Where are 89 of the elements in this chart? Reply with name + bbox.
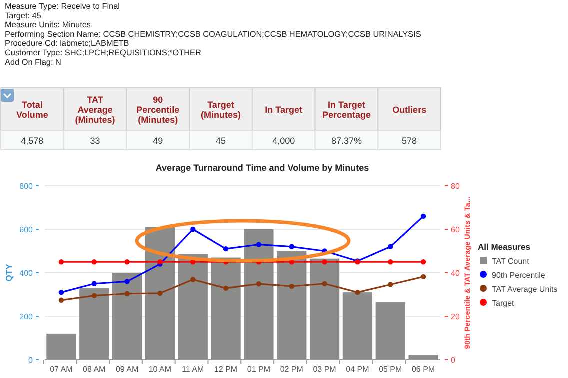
- text: Target: 45: [5, 11, 42, 20]
- bar: [408, 354, 438, 360]
- point: [256, 281, 262, 287]
- point: [92, 293, 97, 298]
- text: 33: [90, 136, 100, 146]
- point: [355, 290, 360, 296]
- text: 49: [153, 136, 164, 146]
- point: [92, 281, 97, 286]
- point: [420, 260, 426, 265]
- text: 4,578: [21, 136, 44, 146]
- y-tick-label: 800: [20, 182, 34, 191]
- point: [289, 284, 294, 290]
- point: [58, 260, 64, 265]
- text: Procedure Cd: labmetc;LABMETB: [5, 39, 130, 48]
- y-axis-title: QTY: [4, 264, 14, 282]
- y-tick-label: 0: [28, 356, 34, 365]
- point: [420, 214, 426, 220]
- x-tick-label: 01 PM: [247, 365, 271, 374]
- x-tick-label: 08 AM: [83, 365, 106, 374]
- y-tick-label: 200: [20, 312, 34, 322]
- point: [223, 286, 229, 292]
- text: 45: [216, 136, 226, 146]
- point: [256, 242, 262, 248]
- point: [58, 290, 64, 296]
- category-label: 90 Percentile (Minutes): [136, 95, 180, 125]
- bar: [211, 258, 241, 360]
- legend-label: TAT Average Units: [492, 285, 558, 294]
- x-tick-label: 04 PM: [346, 365, 370, 374]
- point: [388, 244, 394, 250]
- text: Performing Section Name: CCSB CHEMISTRY;CCSB COAGULATION;CCSB HEMATOLOGY;CCSB URINALYSIS: [5, 30, 422, 39]
- y2-tick-label: 0: [451, 356, 456, 365]
- point: [124, 279, 130, 284]
- bar: [342, 292, 373, 360]
- category-label: In Target Percentage: [322, 100, 371, 120]
- point: [92, 260, 97, 265]
- chart-title: Average Turnaround Time and Volume by Minutes: [156, 163, 370, 173]
- point: [322, 281, 328, 286]
- text: Add On Flag: N: [5, 58, 62, 67]
- category-label: Total Volume: [16, 100, 48, 120]
- y-tick-label: 600: [20, 226, 34, 234]
- bar: [46, 334, 76, 360]
- point: [289, 244, 294, 250]
- category-label: Target (Minutes): [201, 100, 241, 120]
- x-tick-label: 09 AM: [116, 365, 139, 374]
- bar: [376, 302, 406, 360]
- point: [322, 260, 328, 265]
- point: [58, 298, 64, 304]
- legend-title: All Measures: [478, 242, 531, 252]
- x-tick-label: 02 PM: [280, 365, 304, 374]
- point: [223, 246, 229, 252]
- text: 4,000: [272, 136, 296, 146]
- legend-label: Target: [492, 299, 516, 308]
- x-tick-label: 12 PM: [214, 365, 238, 374]
- legend-label: 90th Percentile: [492, 271, 546, 280]
- text: Measure Type: Receive to Final: [5, 2, 120, 11]
- point: [158, 290, 163, 296]
- x-tick-label: 06 PM: [412, 365, 436, 374]
- text: 87.37%: [331, 136, 362, 146]
- y2-tick-label: 40: [451, 269, 460, 278]
- category-label: TAT Average (Minutes): [75, 95, 116, 125]
- x-tick-label: 03 PM: [313, 365, 337, 374]
- x-tick-label: 07 AM: [50, 365, 74, 374]
- bar: [145, 227, 176, 360]
- point: [124, 260, 130, 265]
- bar: [310, 258, 340, 360]
- point: [420, 274, 426, 280]
- bar: [277, 251, 307, 360]
- text: Measure Units: Minutes: [5, 20, 92, 30]
- x-tick-label: 11 AM: [182, 365, 204, 374]
- point: [190, 226, 196, 232]
- point: [124, 291, 130, 296]
- y2-tick-label: 80: [451, 182, 460, 191]
- bar: [112, 273, 142, 360]
- category-label: Outliers: [392, 105, 427, 115]
- point: [388, 260, 394, 265]
- bar: [80, 288, 110, 360]
- y2-tick-label: 60: [451, 226, 460, 234]
- text: 578: [402, 136, 418, 146]
- bar: [244, 230, 274, 360]
- point: [388, 282, 394, 288]
- category-label: In Target: [265, 105, 303, 115]
- legend-label: TAT Count: [492, 257, 530, 266]
- point: [190, 277, 196, 282]
- x-tick-label: 10 AM: [148, 365, 172, 374]
- x-tick-label: 05 PM: [379, 365, 403, 374]
- y-tick-label: 400: [20, 269, 34, 278]
- y2-tick-label: 20: [451, 312, 460, 322]
- bar: [178, 254, 208, 360]
- text: Customer Type: SHC;LPCH;REQUISITIONS;*OTHER: [5, 48, 202, 58]
